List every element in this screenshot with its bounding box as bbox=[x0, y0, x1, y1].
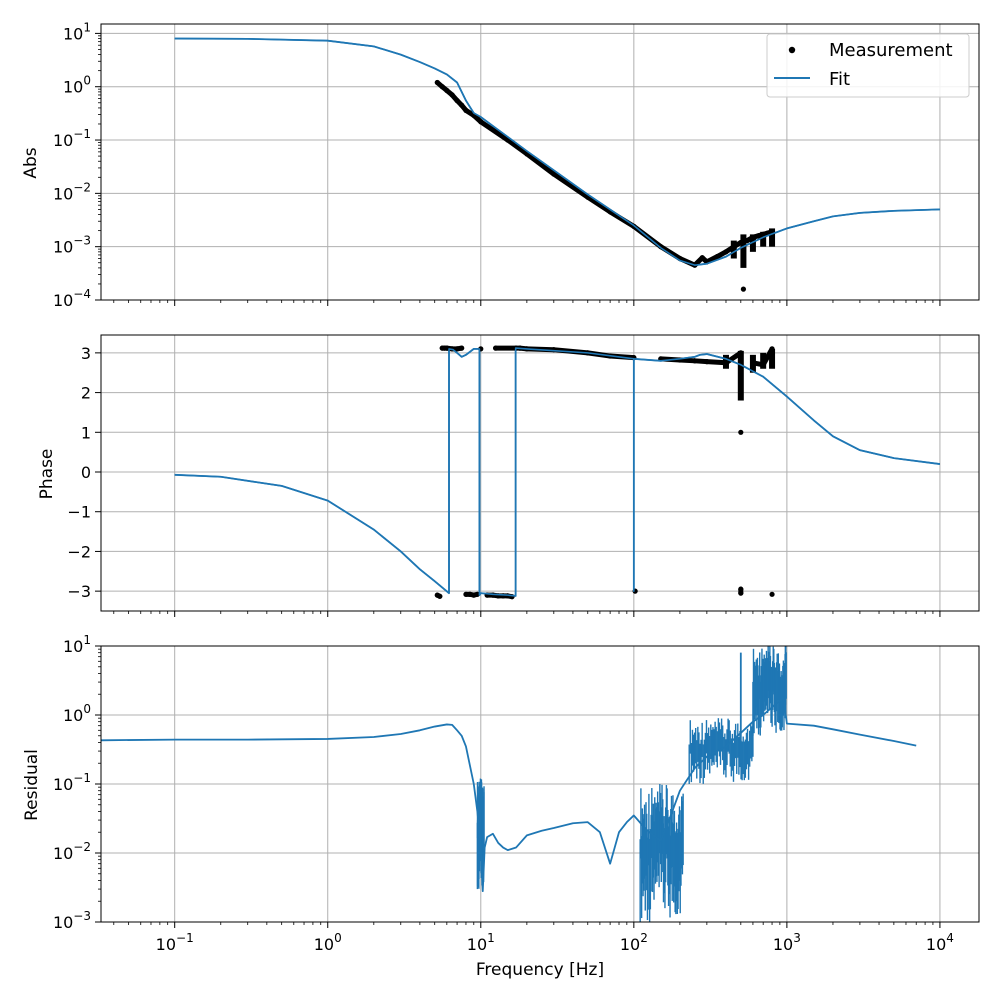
y-tick-label: 101 bbox=[63, 633, 91, 656]
series-line-residual bbox=[101, 696, 917, 893]
measurement-point bbox=[704, 359, 710, 365]
y-tick-label: 10−3 bbox=[53, 909, 91, 932]
legend-box bbox=[766, 33, 970, 98]
measurement-trace bbox=[760, 346, 775, 368]
measurement-point bbox=[769, 346, 775, 352]
measurement-point bbox=[714, 254, 720, 260]
y-tick-label: 10−2 bbox=[53, 180, 91, 203]
measurement-cluster bbox=[760, 231, 767, 247]
phase-ylabel: Phase bbox=[37, 449, 57, 500]
measurement-point bbox=[459, 345, 465, 351]
measurement-point bbox=[463, 591, 469, 597]
measurement-trace bbox=[723, 350, 744, 366]
measurement-point bbox=[755, 233, 761, 239]
measurement-point bbox=[444, 87, 450, 94]
y-tick-label: −1 bbox=[67, 503, 91, 522]
measurement-point bbox=[478, 119, 484, 125]
y-tick-label: 3 bbox=[81, 344, 91, 363]
legend-measurement-marker bbox=[788, 46, 796, 54]
residual-ylabel: Residual bbox=[22, 749, 42, 821]
y-tick-label: −2 bbox=[67, 542, 91, 561]
y-tick-label: 10−1 bbox=[53, 771, 91, 794]
x-tick-label: 104 bbox=[926, 931, 954, 954]
y-tick-label: 101 bbox=[63, 20, 91, 43]
legend-measurement-label: Measurement bbox=[829, 40, 953, 61]
measurement-point bbox=[723, 360, 729, 366]
residual-panel: 10−1 100 101 102 103 104 10−3 10−2 10−1 100 101 bbox=[53, 633, 980, 954]
measurement-point bbox=[738, 586, 744, 592]
legend-fit-label: Fit bbox=[829, 69, 850, 90]
series-line-fit-overlay bbox=[174, 37, 940, 266]
x-tick-label: 10−1 bbox=[156, 931, 194, 954]
y-tick-label: 10−4 bbox=[53, 287, 91, 310]
axes-frame bbox=[100, 334, 980, 612]
frequency-xlabel: Frequency [Hz] bbox=[476, 960, 604, 980]
measurement-point bbox=[760, 231, 766, 237]
measurement-point bbox=[699, 255, 705, 261]
abs-ylabel: Abs bbox=[21, 147, 41, 178]
measurement-cluster bbox=[769, 228, 776, 247]
y-tick-label: −3 bbox=[67, 582, 91, 601]
measurement-trace bbox=[478, 119, 511, 143]
series-line-fit-overlay bbox=[174, 347, 941, 597]
measurement-point bbox=[692, 358, 698, 364]
measurement-point bbox=[738, 239, 744, 246]
x-tick-label: 101 bbox=[467, 931, 495, 954]
measurement-trace bbox=[505, 137, 530, 157]
measurement-trace bbox=[585, 194, 613, 215]
measurement-point bbox=[740, 286, 747, 292]
y-tick-label: 1 bbox=[81, 423, 91, 442]
measurement-cluster bbox=[740, 234, 747, 268]
y-tick-label: 10−1 bbox=[53, 127, 91, 150]
measurement-point bbox=[769, 591, 775, 597]
x-tick-label: 100 bbox=[314, 931, 342, 954]
measurement-point bbox=[731, 244, 737, 250]
measurement-point bbox=[449, 92, 455, 98]
measurement-point bbox=[738, 590, 744, 596]
y-tick-label: 0 bbox=[81, 463, 91, 482]
measurement-point bbox=[750, 234, 756, 240]
measurement-point bbox=[744, 238, 750, 244]
measurement-point bbox=[551, 171, 557, 177]
abs-panel: 10−4 10−3 10−2 10−1 100 101 bbox=[53, 20, 980, 310]
y-tick-label: 2 bbox=[81, 384, 91, 403]
measurement-cluster bbox=[769, 348, 776, 369]
legend: Measurement Fit bbox=[766, 33, 970, 98]
measurement-cluster bbox=[737, 350, 744, 401]
measurement-point bbox=[454, 346, 460, 352]
measurement-point bbox=[493, 345, 499, 351]
measurement-point bbox=[750, 360, 756, 366]
measurement-point bbox=[738, 429, 744, 435]
measurement-trace bbox=[551, 171, 591, 200]
y-tick-label: 100 bbox=[63, 702, 91, 725]
measurement-point bbox=[738, 350, 744, 356]
y-tick-label: 10−3 bbox=[53, 234, 91, 257]
measurement-point bbox=[760, 362, 766, 368]
x-tick-label: 102 bbox=[620, 931, 648, 954]
measurement-point bbox=[723, 249, 729, 255]
axes-frame bbox=[100, 23, 980, 301]
measurement-trace bbox=[704, 359, 729, 366]
measurement-point bbox=[434, 79, 440, 86]
measurement-point bbox=[437, 593, 443, 599]
axes-frame bbox=[100, 645, 980, 923]
y-tick-label: 10−2 bbox=[53, 840, 91, 863]
measurement-cluster bbox=[749, 234, 756, 252]
measurement-trace bbox=[524, 151, 557, 177]
measurement-trace bbox=[607, 209, 637, 229]
measurement-point bbox=[444, 345, 450, 351]
measurement-trace bbox=[658, 244, 683, 262]
x-tick-label: 103 bbox=[773, 931, 801, 954]
measurement-point bbox=[439, 84, 445, 90]
measurement-point bbox=[454, 97, 460, 104]
measurement-point bbox=[459, 102, 465, 108]
phase-panel: −3 −2 −1 0 1 2 3 bbox=[67, 334, 980, 617]
y-tick-label: 100 bbox=[63, 74, 91, 97]
measurement-point bbox=[463, 107, 469, 113]
